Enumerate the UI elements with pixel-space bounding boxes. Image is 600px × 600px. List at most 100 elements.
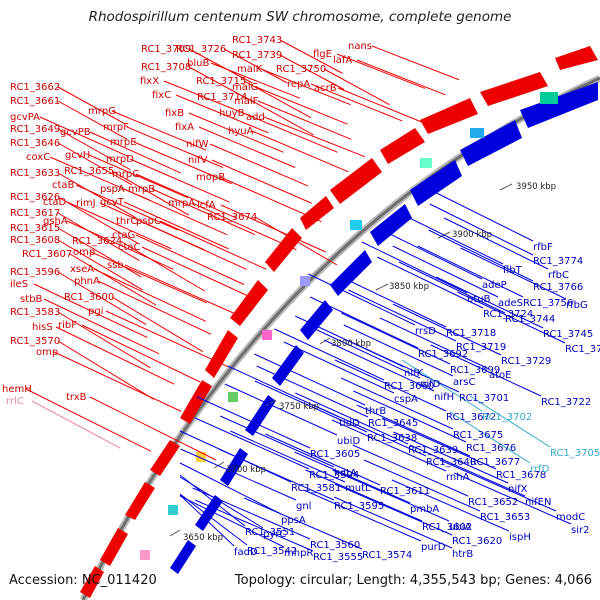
label-leader-line <box>89 131 181 174</box>
forward-gene-label: ribF <box>58 320 77 331</box>
forward-gene-label: mrpB <box>128 184 155 195</box>
label-leader-line <box>230 430 346 483</box>
label-leader-line <box>263 116 366 158</box>
forward-gene-label: nans <box>348 41 372 52</box>
label-leader-line <box>265 433 381 486</box>
forward-gene-label: RC1_3674 <box>207 212 257 223</box>
forward-gene-label: coxC <box>26 152 50 163</box>
label-leader-line <box>323 68 390 106</box>
label-leader-line <box>439 459 557 512</box>
gene-arrow <box>230 280 268 326</box>
label-leader-line <box>310 326 421 379</box>
reverse-gene-label: thrB <box>365 406 386 417</box>
reverse-gene-label: RC1_3701 <box>459 393 509 404</box>
gene-arrow <box>330 250 372 296</box>
reverse-gene-label: RC1_3718 <box>446 328 496 339</box>
forward-gene-label: malK <box>237 64 263 75</box>
forward-gene-label: bluB <box>187 58 209 69</box>
forward-gene-label: RC1_3633 <box>10 168 60 179</box>
forward-gene-label: lafA <box>333 55 352 66</box>
feature-block <box>470 128 484 138</box>
reverse-gene-label: RC1_3774 <box>533 256 583 267</box>
reverse-gene-label: gnl <box>296 501 311 512</box>
reverse-gene-label: RC1_3551 <box>245 527 295 538</box>
forward-label-leaders <box>25 39 460 461</box>
reverse-gene-label: RC1_3766 <box>533 282 583 293</box>
forward-gene-label: phnA <box>74 276 100 287</box>
forward-gene-label: lcfA <box>197 200 216 211</box>
label-leader-line <box>57 311 151 369</box>
reverse-gene-label: RC1_3555 <box>313 552 363 563</box>
reverse-gene-label: atoE <box>489 370 512 381</box>
forward-gene-label: ctaD <box>43 197 67 208</box>
label-leader-line <box>363 459 481 512</box>
label-leader-line <box>254 353 366 406</box>
label-leader-line <box>341 312 451 365</box>
reverse-gene-label: RC1_3620 <box>452 536 502 547</box>
gene-arrow <box>420 98 478 134</box>
label-leader-line <box>242 112 338 153</box>
gene-arrow <box>150 440 180 476</box>
label-leader-line <box>75 184 179 231</box>
label-leader-line <box>460 247 567 300</box>
reverse-gene-label: mutL <box>345 483 371 494</box>
label-leader-line <box>333 496 453 549</box>
label-leader-line <box>348 340 460 393</box>
forward-gene-label: gcvPB <box>60 127 91 138</box>
label-leader-line <box>377 227 483 280</box>
forward-gene-label: RC1_3743 <box>232 35 282 46</box>
gene-arrow <box>520 82 598 128</box>
reverse-gene-label: RC1_3611 <box>380 486 430 497</box>
forward-gene-label: trxB <box>66 392 87 403</box>
rrna-gene-label: rrlC <box>6 396 24 407</box>
forward-gene-label: pspA <box>100 184 125 195</box>
accession-text: Accession: NC_011420 <box>9 573 157 588</box>
label-leader-line <box>244 96 314 136</box>
label-leader-line <box>409 444 526 497</box>
forward-gene-label: RC1_3607 <box>22 249 72 260</box>
feature-block <box>540 92 558 104</box>
forward-gene-label: RC1_3715 <box>196 76 246 87</box>
label-leader-line <box>88 154 189 199</box>
reverse-gene-label: RC1_3660 <box>384 381 434 392</box>
gene-arrow <box>80 566 104 598</box>
reverse-gene-arrows <box>170 82 598 574</box>
reverse-gene-label: rfbF <box>533 242 553 253</box>
label-leader-line <box>336 53 426 89</box>
label-leader-line <box>243 497 363 550</box>
forward-gene-label: ctaG <box>112 230 135 241</box>
reverse-gene-label: adeP <box>482 280 507 291</box>
scale-tick <box>169 529 181 537</box>
label-leader-line <box>260 68 351 106</box>
genome-summary-text: Topology: circular; Length: 4,355,543 bp… <box>234 573 592 588</box>
label-leader-line <box>353 390 467 443</box>
label-leader-line <box>371 45 460 81</box>
label-leader-line <box>305 469 423 522</box>
label-leader-line <box>254 380 368 433</box>
label-leader-line <box>399 212 504 265</box>
label-leader-line <box>179 495 285 548</box>
reverse-gene-label: pmbA <box>410 504 439 515</box>
forward-gene-label: fixX <box>140 76 159 87</box>
forward-gene-label: RC1_3750 <box>276 64 326 75</box>
label-leader-line <box>254 216 338 266</box>
reverse-gene-label: RC1_3724 <box>483 309 533 320</box>
label-leader-line <box>308 273 416 326</box>
reverse-gene-label: RC1_3574 <box>362 550 412 561</box>
scale-tick <box>499 183 513 191</box>
label-leader-line <box>257 100 352 140</box>
label-leader-line <box>179 494 235 547</box>
label-leader-line <box>192 487 311 540</box>
label-leader-line <box>443 217 549 270</box>
forward-gene-label: fixB <box>165 108 184 119</box>
gene-arrow <box>330 158 382 204</box>
scale-label: 3750 kbp <box>279 402 319 412</box>
forward-gene-label: add <box>246 112 265 123</box>
forward-gene-label: mrpD <box>106 154 134 165</box>
gene-arrow <box>300 300 333 340</box>
label-leader-line <box>93 268 206 322</box>
gene-arrow <box>180 380 212 424</box>
reverse-gene-label: tldD <box>339 418 360 429</box>
forward-gene-label: thrC <box>116 216 137 227</box>
